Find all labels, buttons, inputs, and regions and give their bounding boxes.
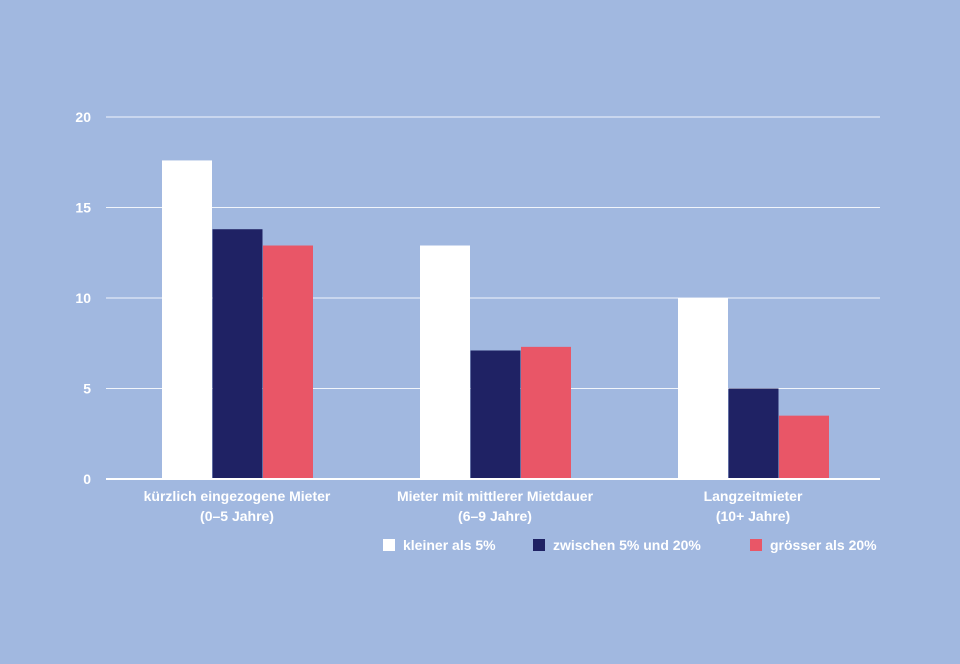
bar [212, 229, 263, 479]
bars [162, 160, 829, 479]
legend-label: kleiner als 5% [403, 537, 496, 553]
y-tick-label: 10 [75, 290, 91, 306]
category-label: Langzeitmieter [704, 488, 803, 504]
y-tick-label: 20 [75, 109, 91, 125]
bar [779, 415, 829, 479]
legend-label: zwischen 5% und 20% [553, 537, 701, 553]
bar [728, 388, 779, 479]
legend-swatch [383, 539, 395, 551]
legend-label: grösser als 20% [770, 537, 877, 553]
y-axis-ticks: 0 5 10 15 20 [75, 109, 91, 487]
bar [521, 346, 571, 479]
bar [420, 245, 470, 479]
y-tick-label: 5 [83, 381, 91, 397]
y-tick-label: 0 [83, 471, 91, 487]
category-label: (0–5 Jahre) [200, 508, 274, 524]
bar [162, 160, 212, 479]
legend-swatch [750, 539, 762, 551]
bar [263, 245, 313, 479]
x-axis-categories: kürzlich eingezogene Mieter (0–5 Jahre) Mi… [144, 488, 803, 524]
category-label: (6–9 Jahre) [458, 508, 532, 524]
legend: kleiner als 5% zwischen 5% und 20% grösser… [383, 537, 877, 553]
category-label: kürzlich eingezogene Mieter [144, 488, 331, 504]
category-label: (10+ Jahre) [716, 508, 790, 524]
legend-swatch [533, 539, 545, 551]
category-label: Mieter mit mittlerer Mietdauer [397, 488, 594, 504]
bar [678, 298, 728, 479]
bar [470, 350, 521, 479]
y-tick-label: 15 [75, 200, 91, 216]
